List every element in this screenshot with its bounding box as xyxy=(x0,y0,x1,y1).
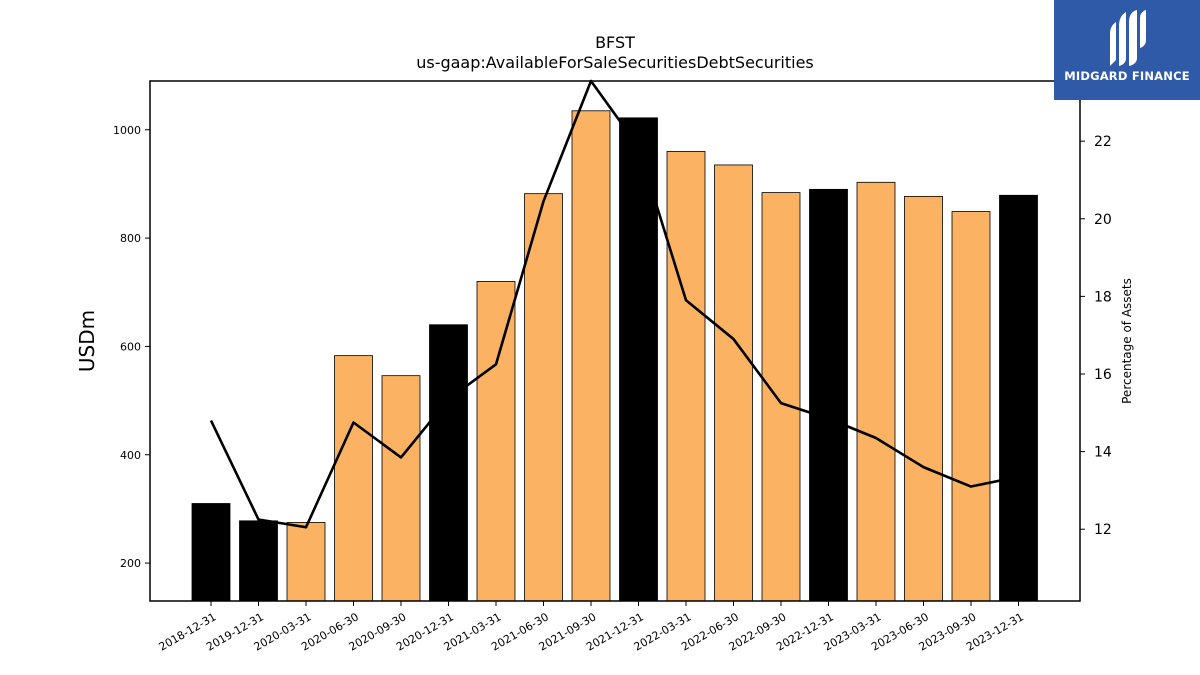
plot-area-frame xyxy=(149,80,1081,602)
logo-mark-icon xyxy=(1110,10,1146,66)
y2-tick-label: 18 xyxy=(1094,289,1112,305)
bar xyxy=(286,522,326,602)
bar xyxy=(476,281,516,602)
bar xyxy=(666,151,706,602)
bar-series xyxy=(191,110,1038,602)
y-axis-label: USDm xyxy=(75,310,99,372)
bar xyxy=(904,195,943,602)
line-series xyxy=(209,79,1019,529)
y-tick-label: 200 xyxy=(120,557,141,570)
x-axis: 2018-12-312019-12-312020-03-312020-06-30… xyxy=(157,601,1026,654)
bar xyxy=(191,503,231,602)
bar xyxy=(429,324,468,602)
y2-tick-label: 20 xyxy=(1094,212,1112,228)
y-tick-label: 1000 xyxy=(113,124,141,137)
left-axis: 200 400 600 800 1000 xyxy=(113,124,150,570)
right-axis: 12 14 16 18 20 22 xyxy=(1080,134,1112,538)
brand-name: MIDGARD FINANCE xyxy=(1064,69,1190,83)
y2-tick-label: 14 xyxy=(1094,445,1112,461)
brand-logo: MIDGARD FINANCE xyxy=(1054,0,1200,100)
bar xyxy=(714,164,753,602)
y-tick-label: 400 xyxy=(120,449,141,462)
chart-title: BFST xyxy=(595,33,635,52)
bar xyxy=(381,375,421,602)
bar xyxy=(809,188,848,602)
bar xyxy=(999,194,1038,602)
y2-tick-label: 22 xyxy=(1094,134,1112,150)
y-tick-label: 800 xyxy=(120,232,141,245)
bar xyxy=(571,110,611,602)
y2-tick-label: 16 xyxy=(1094,367,1112,383)
bar xyxy=(334,355,373,602)
bar xyxy=(951,211,991,602)
bar xyxy=(856,181,896,602)
y2-tick-label: 12 xyxy=(1094,522,1112,538)
bar xyxy=(239,520,278,602)
y2-axis-label: Percentage of Assets xyxy=(1120,278,1134,404)
y-tick-label: 600 xyxy=(120,340,141,353)
bar xyxy=(619,117,658,602)
percentage-line xyxy=(209,79,1019,529)
bar xyxy=(524,193,563,602)
chart-subtitle: us-gaap:AvailableForSaleSecuritiesDebtSe… xyxy=(416,53,814,72)
bar xyxy=(761,192,801,602)
